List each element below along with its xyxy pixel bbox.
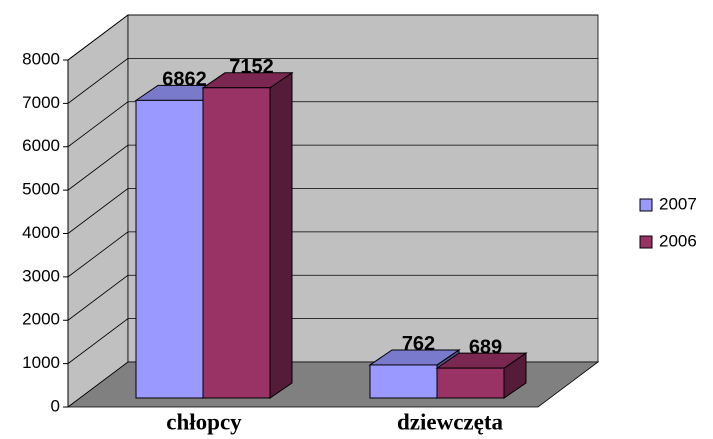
data-label: 762 bbox=[402, 333, 435, 355]
bar bbox=[369, 364, 438, 399]
y-tick-label: 6000 bbox=[22, 136, 60, 155]
bar bbox=[202, 87, 271, 399]
bar bbox=[135, 99, 204, 399]
y-tick-label: 8000 bbox=[22, 49, 60, 68]
bar bbox=[436, 367, 505, 399]
grid-line bbox=[67, 274, 129, 321]
grid-line bbox=[67, 231, 129, 278]
bar-side-shade bbox=[270, 72, 292, 399]
legend-swatch bbox=[639, 198, 653, 212]
data-label: 7152 bbox=[229, 56, 274, 78]
data-label: 6862 bbox=[162, 69, 207, 91]
grid-line bbox=[67, 144, 129, 191]
bars bbox=[134, 71, 528, 399]
grid-line bbox=[67, 101, 129, 148]
y-tick-label: 4000 bbox=[22, 223, 60, 242]
grid-line bbox=[67, 188, 129, 234]
grid-line bbox=[67, 58, 129, 104]
bar-side-shade bbox=[504, 353, 526, 398]
y-tick-label: 2000 bbox=[22, 310, 60, 329]
y-tick-label: 5000 bbox=[22, 180, 60, 199]
y-tick-label: 1000 bbox=[22, 353, 60, 372]
x-tick-label: chłopcy bbox=[166, 409, 242, 434]
legend-label: 2006 bbox=[659, 231, 697, 250]
legend-label: 2007 bbox=[659, 194, 697, 213]
x-tick-label: dziewczęta bbox=[397, 409, 503, 434]
data-label: 689 bbox=[469, 336, 502, 358]
y-tick-label: 0 bbox=[51, 396, 60, 415]
grid-line bbox=[67, 318, 129, 364]
bar-top-shade bbox=[437, 353, 526, 369]
bar-top-shade bbox=[370, 349, 459, 365]
legend-swatch bbox=[639, 235, 653, 249]
bar-top-shade bbox=[203, 72, 292, 88]
grid-line bbox=[67, 14, 129, 61]
y-tick-label: 7000 bbox=[22, 93, 60, 112]
y-tick-label: 3000 bbox=[22, 266, 60, 285]
